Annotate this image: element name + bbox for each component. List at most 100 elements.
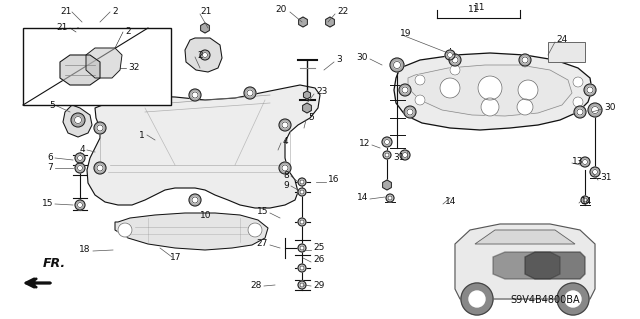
Text: 8: 8 (284, 170, 289, 180)
Circle shape (386, 194, 394, 202)
Circle shape (593, 169, 598, 174)
Circle shape (202, 53, 207, 57)
Text: 22: 22 (337, 8, 348, 17)
Circle shape (591, 107, 598, 114)
Polygon shape (303, 103, 311, 113)
Circle shape (189, 194, 201, 206)
Circle shape (300, 180, 304, 184)
Circle shape (97, 125, 103, 131)
Text: 14: 14 (445, 197, 456, 206)
Circle shape (298, 244, 306, 252)
Circle shape (390, 58, 404, 72)
Polygon shape (74, 28, 81, 36)
Polygon shape (74, 33, 83, 43)
Circle shape (74, 116, 81, 123)
Circle shape (75, 200, 85, 210)
Circle shape (522, 57, 528, 63)
Text: 32: 32 (128, 63, 140, 72)
Polygon shape (63, 105, 92, 137)
Circle shape (77, 155, 83, 160)
Circle shape (282, 122, 288, 128)
Text: 11: 11 (474, 3, 486, 11)
Circle shape (573, 97, 583, 107)
Text: 1: 1 (140, 130, 145, 139)
Circle shape (300, 246, 304, 250)
Text: 11: 11 (468, 5, 480, 14)
Circle shape (517, 99, 533, 115)
Circle shape (478, 76, 502, 100)
Polygon shape (299, 17, 307, 27)
Text: 30: 30 (356, 53, 368, 62)
Text: 13: 13 (572, 158, 584, 167)
Text: 9: 9 (284, 181, 289, 189)
Circle shape (399, 84, 411, 96)
Circle shape (415, 95, 425, 105)
Text: 20: 20 (276, 5, 287, 14)
Text: 27: 27 (257, 240, 268, 249)
Circle shape (573, 77, 583, 87)
Circle shape (298, 188, 306, 196)
Polygon shape (185, 38, 222, 72)
Circle shape (461, 283, 493, 315)
Circle shape (583, 198, 587, 202)
Circle shape (300, 266, 304, 270)
Circle shape (298, 218, 306, 226)
Circle shape (469, 291, 485, 307)
Text: 14: 14 (356, 194, 368, 203)
Text: 31: 31 (600, 174, 611, 182)
Circle shape (298, 264, 306, 272)
Polygon shape (326, 17, 334, 27)
Text: 7: 7 (47, 164, 53, 173)
Circle shape (200, 50, 210, 60)
Text: 10: 10 (200, 211, 211, 219)
Text: 2: 2 (125, 27, 131, 36)
Circle shape (300, 190, 304, 194)
Circle shape (279, 162, 291, 174)
Text: 30: 30 (604, 102, 616, 112)
Circle shape (449, 54, 461, 66)
Circle shape (247, 90, 253, 96)
Circle shape (300, 220, 304, 224)
Text: 2: 2 (112, 8, 118, 17)
Circle shape (75, 153, 85, 163)
Circle shape (400, 150, 410, 160)
Text: 16: 16 (328, 175, 339, 184)
Polygon shape (303, 91, 310, 99)
Text: 5: 5 (308, 114, 314, 122)
Circle shape (71, 113, 85, 127)
Circle shape (587, 87, 593, 93)
Circle shape (403, 152, 408, 158)
Circle shape (447, 53, 452, 57)
Polygon shape (86, 48, 122, 78)
Circle shape (298, 281, 306, 289)
Text: 12: 12 (358, 138, 370, 147)
Bar (548, 42, 585, 62)
Circle shape (407, 109, 413, 115)
Circle shape (588, 103, 602, 117)
Polygon shape (383, 180, 391, 190)
Text: 2: 2 (197, 50, 203, 60)
Circle shape (94, 162, 106, 174)
Circle shape (574, 106, 586, 118)
Circle shape (118, 223, 132, 237)
Circle shape (582, 160, 588, 165)
Polygon shape (115, 213, 268, 250)
Circle shape (77, 203, 83, 207)
Text: 21: 21 (61, 8, 72, 17)
Circle shape (192, 92, 198, 98)
Circle shape (383, 151, 391, 159)
Circle shape (402, 87, 408, 93)
Circle shape (404, 106, 416, 118)
Circle shape (590, 167, 600, 177)
Text: FR.: FR. (43, 257, 66, 270)
Text: 28: 28 (251, 280, 262, 290)
Text: 25: 25 (313, 243, 324, 253)
Circle shape (394, 62, 401, 69)
Circle shape (248, 223, 262, 237)
Circle shape (97, 165, 103, 171)
Text: 4: 4 (79, 145, 85, 154)
Circle shape (298, 178, 306, 186)
Text: 19: 19 (400, 28, 412, 38)
Circle shape (584, 84, 596, 96)
Circle shape (385, 139, 390, 145)
